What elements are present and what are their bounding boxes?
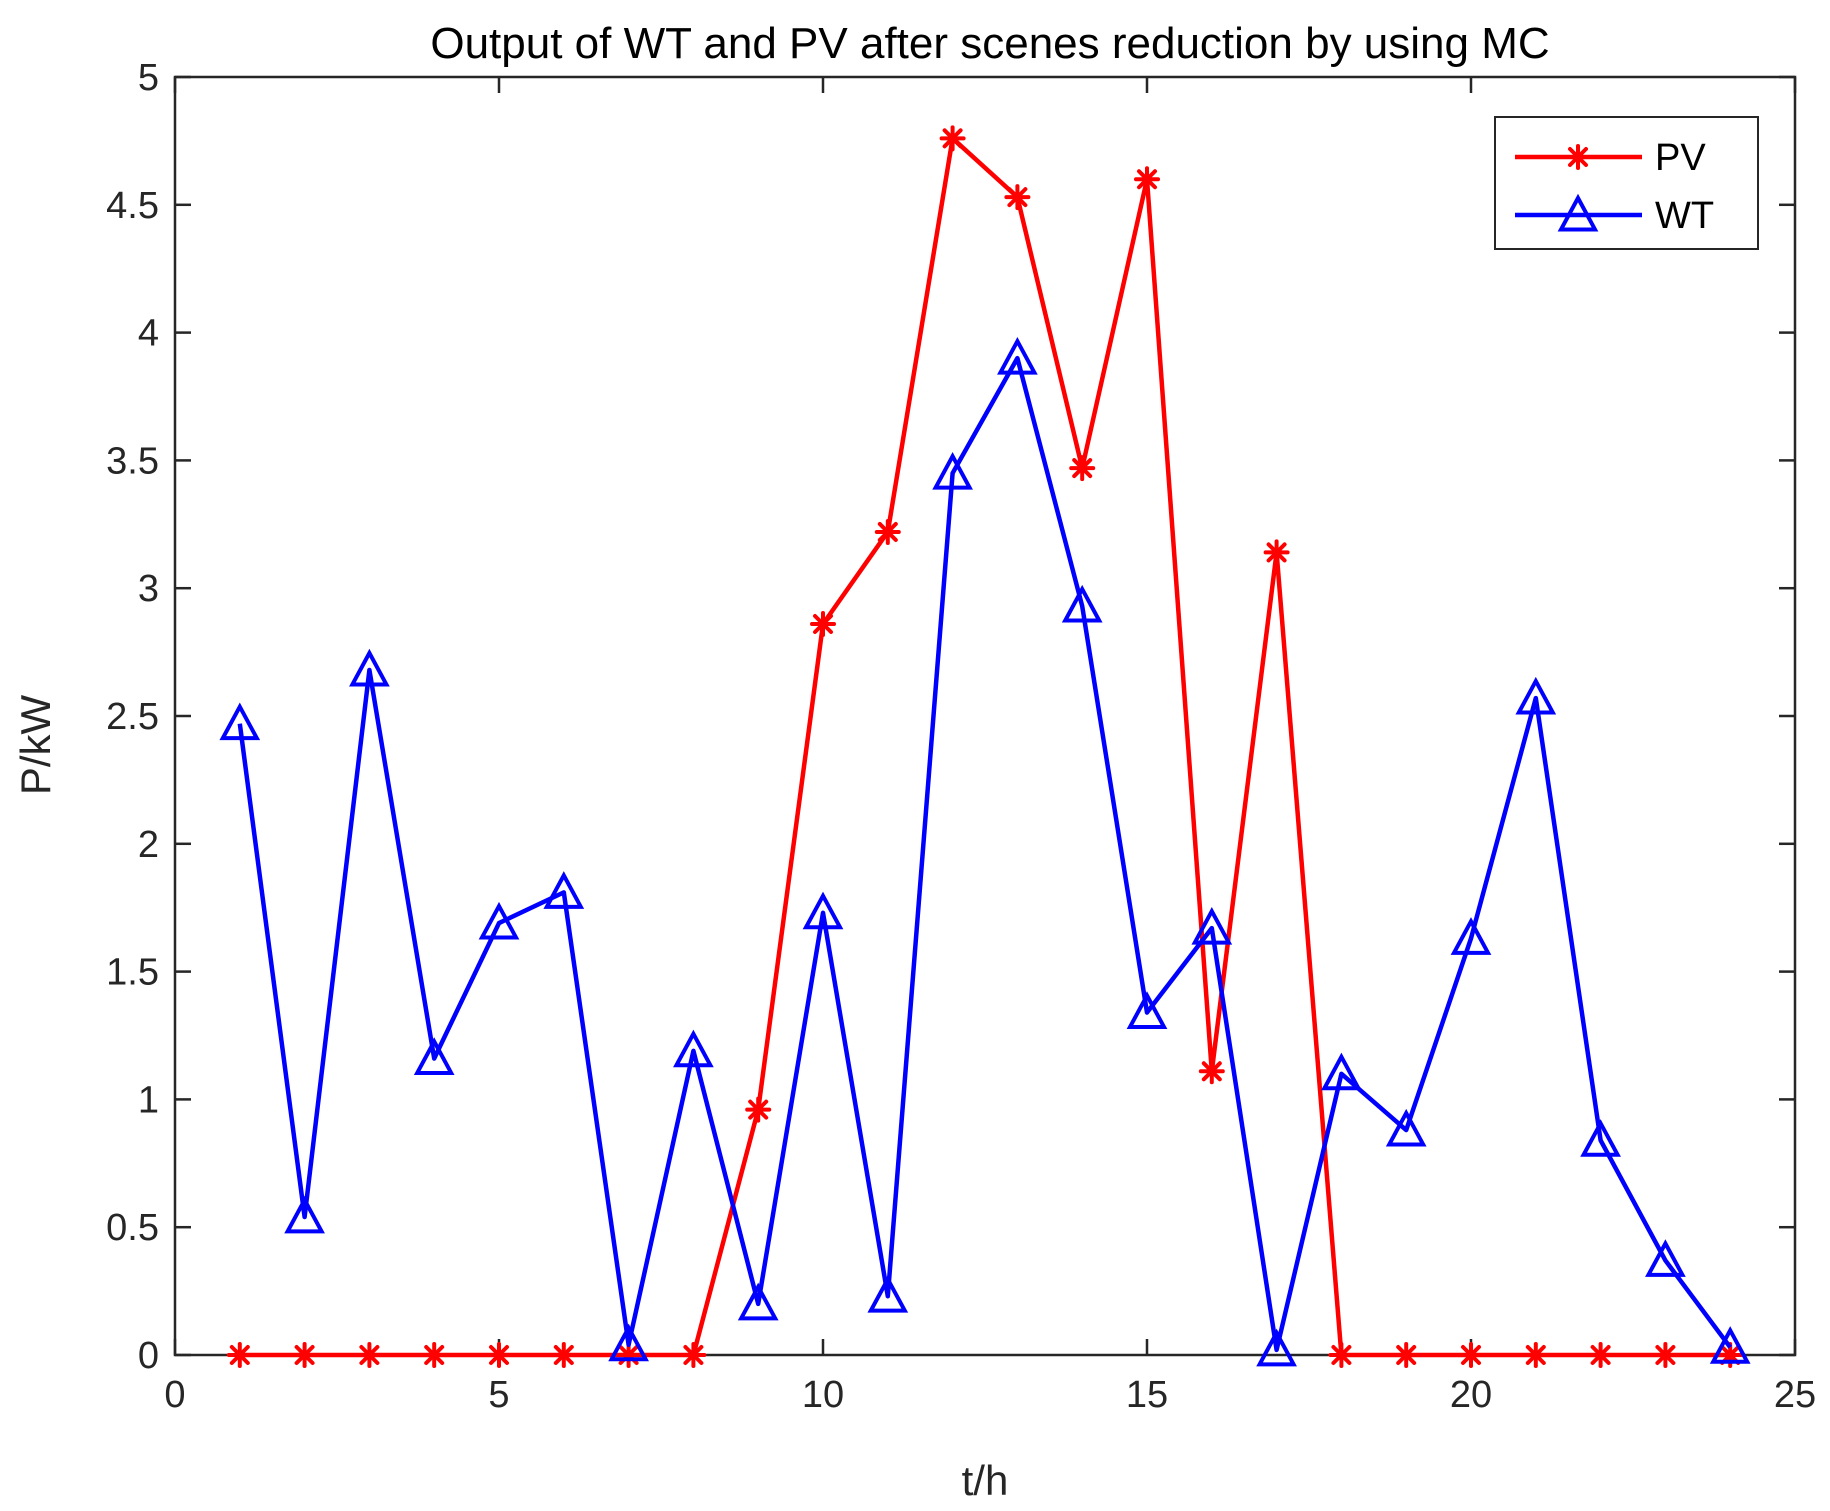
series-wt-point — [1321, 1052, 1362, 1091]
x-axis: 0 5 10 15 20 25 — [164, 77, 1816, 1416]
series-wt-point — [219, 702, 261, 741]
x-tick-label: 25 — [1774, 1374, 1816, 1416]
series-wt-point — [413, 1037, 455, 1075]
x-axis-label: t/h — [962, 1457, 1009, 1504]
series-pv-point — [421, 1342, 448, 1368]
series-wt-line — [237, 355, 1733, 1353]
legend-entry-pv: PV — [1515, 137, 1706, 179]
y-axis: 0 0.5 1 1.5 2 2.5 3 3.5 4 4.5 5 — [106, 57, 1795, 1377]
chart-title: Output of WT and PV after scenes reducti… — [430, 19, 1549, 68]
legend-label-pv: PV — [1655, 137, 1706, 179]
series-pv-point — [1587, 1342, 1614, 1368]
series-pv-point — [1328, 1342, 1355, 1368]
x-tick-label: 20 — [1450, 1374, 1492, 1416]
y-tick-label: 0 — [138, 1335, 159, 1377]
series-pv-point — [486, 1342, 512, 1368]
x-tick-label: 0 — [164, 1374, 185, 1416]
legend-box — [1494, 116, 1759, 250]
plot-frame — [173, 75, 1797, 1357]
series-layer — [219, 125, 1751, 1368]
y-tick-label: 2.5 — [106, 696, 159, 738]
series-pv-point — [550, 1342, 577, 1368]
series-wt-point — [1515, 676, 1557, 715]
legend: PV WT — [1494, 116, 1759, 250]
series-pv-point — [680, 1342, 707, 1368]
series-pv-point — [1522, 1342, 1549, 1368]
y-axis-label: P/kW — [12, 694, 59, 795]
series-wt — [219, 336, 1751, 1367]
series-wt-point — [932, 451, 973, 490]
series-pv-point — [1652, 1342, 1679, 1368]
series-wt-point — [1580, 1119, 1621, 1157]
y-tick-label: 1.5 — [106, 952, 159, 994]
series-wt-point — [1191, 906, 1233, 945]
series-pv-point — [874, 518, 901, 545]
series-wt-point — [478, 901, 520, 940]
series-wt-point — [349, 648, 390, 687]
y-tick-label: 2 — [138, 824, 159, 866]
series-pv — [226, 125, 1744, 1368]
series-wt-point — [1385, 1108, 1427, 1147]
series-wt-point — [284, 1195, 325, 1234]
legend-entries: PV WT — [1515, 137, 1714, 237]
series-pv-point — [939, 125, 966, 152]
series-wt-point — [1256, 1328, 1297, 1367]
plot-area: 0 5 10 15 20 25 0 0.5 1 1.5 2 2.5 3 3.5 4 4.5 5 — [106, 57, 1816, 1416]
series-wt-point — [608, 1323, 649, 1362]
series-wt-point — [673, 1029, 714, 1068]
series-wt-point — [997, 336, 1038, 375]
series-pv-point — [1263, 539, 1290, 566]
series-pv-point — [1198, 1058, 1225, 1085]
series-wt-point — [1126, 991, 1168, 1029]
series-pv-point — [615, 1342, 642, 1368]
y-tick-label: 1 — [138, 1079, 159, 1121]
y-tick-label: 3 — [138, 568, 159, 610]
y-tick-label: 5 — [138, 57, 159, 99]
legend-marker-pv — [1565, 144, 1591, 170]
x-tick-label: 5 — [488, 1374, 509, 1416]
legend-entry-wt: WT — [1515, 193, 1714, 237]
y-tick-label: 3.5 — [106, 440, 159, 482]
series-pv-point — [291, 1342, 318, 1368]
series-pv-point — [1458, 1342, 1484, 1368]
series-wt-point — [737, 1282, 779, 1321]
series-pv-point — [1134, 166, 1160, 193]
y-tick-label: 4.5 — [106, 185, 159, 227]
x-tick-label: 15 — [1126, 1374, 1168, 1416]
series-wt-point — [1061, 584, 1103, 623]
series-pv-point — [810, 610, 836, 637]
series-pv-point — [1069, 455, 1096, 482]
series-pv-point — [226, 1342, 253, 1368]
series-wt-point — [1450, 917, 1492, 955]
legend-marker-wt — [1557, 193, 1599, 232]
series-pv-point — [1004, 184, 1031, 211]
series-pv-point — [1393, 1342, 1420, 1368]
series-wt-point — [867, 1275, 909, 1313]
y-tick-label: 0.5 — [106, 1207, 159, 1249]
series-pv-point — [356, 1342, 383, 1368]
series-wt-point — [543, 871, 585, 909]
x-tick-label: 10 — [802, 1374, 844, 1416]
legend-label-wt: WT — [1655, 195, 1714, 237]
series-pv-point — [745, 1096, 772, 1123]
series-wt-point — [802, 891, 844, 930]
y-tick-label: 4 — [138, 313, 159, 355]
series-wt-point — [1645, 1239, 1686, 1277]
series-wt-point — [1709, 1326, 1751, 1364]
